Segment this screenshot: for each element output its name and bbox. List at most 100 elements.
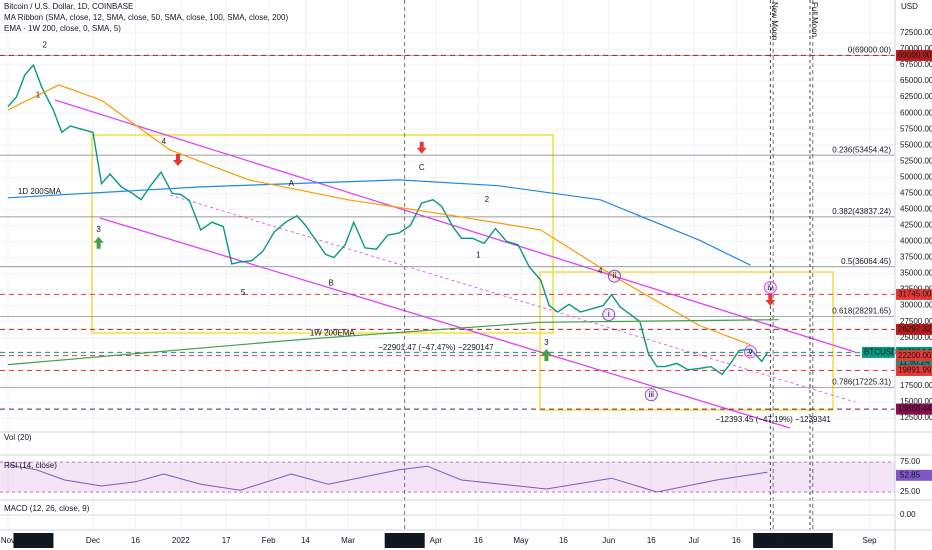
price-tag bbox=[896, 288, 932, 300]
box bbox=[91, 134, 554, 334]
price-tag-label: 69000.00 bbox=[898, 51, 932, 60]
wave-label: 4 bbox=[162, 137, 167, 146]
pane-label: Vol (20) bbox=[4, 433, 32, 442]
signal-arrow bbox=[93, 236, 104, 249]
x-marker-label: 21 Mar '22 bbox=[386, 536, 424, 545]
x-marker-box bbox=[13, 533, 54, 548]
price-tag-label: 26297.32 bbox=[898, 324, 932, 333]
x-marker-box bbox=[753, 533, 794, 548]
y-tick-label: 67500.00 bbox=[900, 60, 932, 69]
price-tag bbox=[896, 403, 932, 415]
wave-label: 3 bbox=[96, 225, 101, 234]
signal-arrow bbox=[541, 349, 552, 362]
rsi-tag bbox=[896, 469, 932, 481]
price-tag bbox=[896, 323, 932, 335]
fib-label: 0(69000.00) bbox=[848, 46, 891, 55]
fib-label: 0.382(43837.24) bbox=[832, 207, 891, 216]
y-tick-label: 45000.00 bbox=[900, 205, 932, 214]
wave-label: 3 bbox=[544, 338, 549, 347]
x-tick-label: 16 bbox=[647, 536, 656, 545]
wave-circle bbox=[763, 281, 777, 295]
wave-label: iii bbox=[649, 390, 655, 399]
y-tick-label: 47500.00 bbox=[900, 188, 932, 197]
y-tick-label: 60000.00 bbox=[900, 108, 932, 117]
y-tick-label: 70000.00 bbox=[900, 44, 932, 53]
symbol-tag bbox=[862, 346, 895, 358]
channel-line bbox=[169, 194, 856, 403]
series-line bbox=[7, 319, 779, 366]
y-tick-label: 15000.00 bbox=[900, 397, 932, 406]
series-line bbox=[7, 179, 751, 266]
x-marker-box bbox=[384, 533, 425, 548]
currency-label: USD bbox=[901, 2, 918, 11]
x-marker-box bbox=[792, 533, 833, 548]
y-tick-label: 27500.00 bbox=[900, 317, 932, 326]
x-tick-label: May bbox=[513, 536, 528, 545]
signal-arrow bbox=[765, 293, 776, 306]
wave-label: 1 bbox=[36, 90, 41, 99]
rsi-tag-label: 52.85 bbox=[900, 470, 921, 479]
x-tick-label: 16 bbox=[474, 536, 483, 545]
channel-line bbox=[54, 99, 856, 353]
price-tag-label: 31745.00 bbox=[898, 290, 932, 299]
y-tick-label: 65000.00 bbox=[900, 76, 932, 85]
wave-circle bbox=[602, 308, 616, 322]
price-tag-label: 19891.99 bbox=[898, 366, 932, 375]
x-tick-label: Apr bbox=[430, 536, 443, 545]
x-tick-label: Mar bbox=[341, 536, 355, 545]
y-tick-label: 72500.00 bbox=[900, 28, 932, 37]
rsi-tick-label: 75.00 bbox=[900, 457, 921, 466]
x-tick-label: 14 bbox=[301, 536, 310, 545]
wave-label: v bbox=[748, 347, 752, 356]
y-tick-label: 25000.00 bbox=[900, 333, 932, 342]
fib-label: 0.618(28291.65) bbox=[832, 307, 891, 316]
wave-label: 5 bbox=[241, 288, 246, 297]
rsi-band bbox=[0, 462, 895, 493]
price-tag-label: 22200.00 bbox=[898, 351, 932, 360]
moon-label: New Moon bbox=[770, 2, 779, 40]
fib-label: 0.5(36064.45) bbox=[841, 257, 891, 266]
wave-label: i bbox=[608, 310, 610, 319]
countdown-label: 11:50:24 bbox=[899, 358, 930, 367]
series-line bbox=[7, 84, 751, 346]
rsi-tick-label: 25.00 bbox=[900, 487, 921, 496]
x-marker-label: 12 Aug '22 bbox=[794, 536, 832, 545]
wave-label: 4 bbox=[598, 267, 603, 276]
x-tick-label: Jul bbox=[689, 536, 699, 545]
moon-label: Full Moon bbox=[810, 2, 819, 37]
rsi-line bbox=[7, 464, 768, 493]
y-tick-label: 35000.00 bbox=[900, 269, 932, 278]
wave-label: 2 bbox=[43, 40, 48, 49]
price-tag-label: 13868.44 bbox=[898, 404, 932, 413]
wave-circle bbox=[607, 269, 621, 283]
x-tick-label: Dec bbox=[86, 536, 100, 545]
indicator-label: EMA · 1W 200, close, 0, SMA, 5) bbox=[4, 24, 121, 33]
x-tick-label: 16 bbox=[559, 536, 568, 545]
y-tick-label: 55000.00 bbox=[900, 140, 932, 149]
fib-label: 0.236(53454.42) bbox=[832, 145, 891, 154]
y-tick-label: 50000.00 bbox=[900, 172, 932, 181]
signal-arrow bbox=[416, 141, 427, 154]
y-tick-label: 37500.00 bbox=[900, 253, 932, 262]
x-tick-label: Nov bbox=[1, 536, 15, 545]
series-label: 1D 200SMA bbox=[18, 187, 62, 196]
y-tick-label: 62500.00 bbox=[900, 92, 932, 101]
x-tick-label: 16 bbox=[732, 536, 741, 545]
x-tick-label: Sep bbox=[862, 536, 877, 545]
countdown-tag bbox=[896, 357, 932, 367]
y-tick-label: 42500.00 bbox=[900, 221, 932, 230]
x-tick-label: 16 bbox=[131, 536, 140, 545]
y-tick-label: 30000.00 bbox=[900, 301, 932, 310]
measure-label: −12393.45 (−47.19%) −1239341 bbox=[715, 415, 831, 424]
chart-title: Bitcoin / U.S. Dollar, 1D, COINBASE bbox=[4, 2, 133, 11]
pane-label: RSI (14, close) bbox=[4, 461, 57, 470]
y-tick-label: 40000.00 bbox=[900, 237, 932, 246]
wave-label: C bbox=[419, 163, 425, 172]
y-tick-label: 17500.00 bbox=[900, 381, 932, 390]
measure-label: −22901.47 (−47.47%) −2290147 bbox=[378, 343, 494, 352]
x-tick-label: Feb bbox=[262, 536, 276, 545]
grid bbox=[0, 0, 895, 530]
x-marker-label: 29 Jul '22 bbox=[756, 536, 791, 545]
